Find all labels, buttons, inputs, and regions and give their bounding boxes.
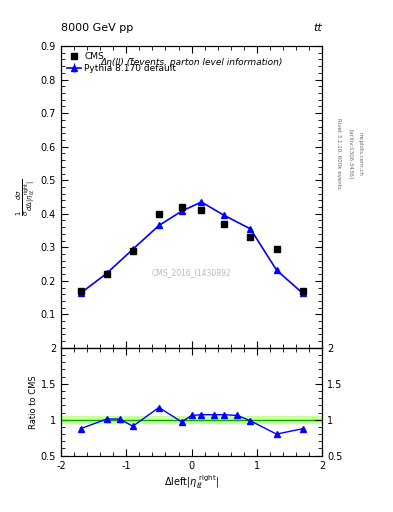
Text: CMS_2016_I1430892: CMS_2016_I1430892 — [152, 268, 231, 277]
Text: [arXiv:1306.3436]: [arXiv:1306.3436] — [348, 129, 353, 179]
CMS — [248, 234, 253, 240]
Y-axis label: Ratio to CMS: Ratio to CMS — [29, 375, 38, 429]
Text: Δη(ll) (t̅̅events, parton level information): Δη(ll) (t̅̅events, parton level informat… — [100, 58, 283, 67]
Text: 8000 GeV pp: 8000 GeV pp — [61, 23, 133, 33]
Text: tt: tt — [314, 23, 322, 33]
CMS — [180, 204, 184, 210]
Text: Rivet 3.1.10, 600k events: Rivet 3.1.10, 600k events — [336, 118, 341, 189]
CMS — [222, 221, 227, 227]
CMS — [130, 248, 135, 254]
CMS — [104, 271, 109, 277]
CMS — [300, 288, 305, 294]
CMS — [156, 210, 161, 217]
Text: mcplots.cern.ch: mcplots.cern.ch — [358, 132, 363, 176]
CMS — [199, 207, 204, 214]
X-axis label: $\Delta$left$|\eta_{\ell\ell}^{\rm\ right}|$: $\Delta$left$|\eta_{\ell\ell}^{\rm\ righ… — [164, 473, 219, 491]
CMS — [78, 288, 83, 294]
Line: CMS: CMS — [77, 204, 306, 294]
CMS — [274, 246, 279, 252]
Legend: CMS, Pythia 8.170 default: CMS, Pythia 8.170 default — [65, 51, 178, 75]
Bar — [61, 416, 322, 423]
Y-axis label: $\frac{1}{\sigma}\frac{d\sigma}{d\Delta|\eta_{\ell\ell}^{\rm right}|}$: $\frac{1}{\sigma}\frac{d\sigma}{d\Delta|… — [14, 178, 37, 216]
